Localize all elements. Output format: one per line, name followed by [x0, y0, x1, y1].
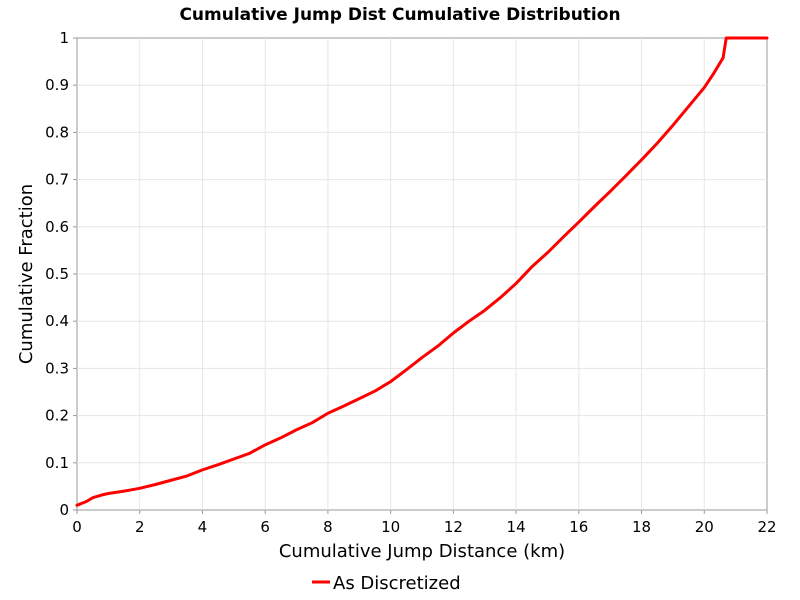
x-tick-label: 14 [507, 518, 526, 536]
y-tick-label: 0.3 [45, 359, 69, 377]
y-axis-title: Cumulative Fraction [16, 184, 37, 364]
x-tick-label: 20 [695, 518, 714, 536]
x-axis-title: Cumulative Jump Distance (km) [279, 541, 565, 562]
y-tick-label: 0.2 [45, 407, 69, 425]
series-layer [75, 36, 769, 507]
y-tick-label: 0.1 [45, 454, 69, 472]
axis-ticks: 0 2 4 6 8 10 12 14 16 18 20 22 0 0.1 0.2 0.3 0.4 0.5 0.6 0.… [45, 29, 776, 536]
y-tick-label: 0.4 [45, 312, 69, 330]
x-tick-label: 22 [757, 518, 776, 536]
x-tick-label: 16 [569, 518, 588, 536]
y-tick-label: 0.9 [45, 76, 69, 94]
y-tick-label: 0.7 [45, 171, 69, 189]
chart-title: Cumulative Jump Dist Cumulative Distribu… [179, 5, 620, 25]
y-tick-label: 0.8 [45, 123, 69, 141]
grid [77, 38, 767, 510]
x-tick-label: 12 [444, 518, 463, 536]
x-tick-label: 6 [260, 518, 270, 536]
legend: As Discretized [312, 573, 461, 594]
legend-label: As Discretized [333, 573, 461, 594]
x-tick-label: 8 [323, 518, 333, 536]
x-tick-label: 18 [632, 518, 651, 536]
series-line [75, 36, 769, 507]
x-tick-label: 10 [381, 518, 400, 536]
x-tick-label: 0 [72, 518, 82, 536]
y-tick-label: 0.5 [45, 265, 69, 283]
y-tick-label: 1 [59, 29, 69, 47]
x-tick-label: 4 [198, 518, 208, 536]
y-tick-label: 0.6 [45, 218, 69, 236]
x-tick-label: 2 [135, 518, 145, 536]
y-tick-label: 0 [59, 501, 69, 519]
